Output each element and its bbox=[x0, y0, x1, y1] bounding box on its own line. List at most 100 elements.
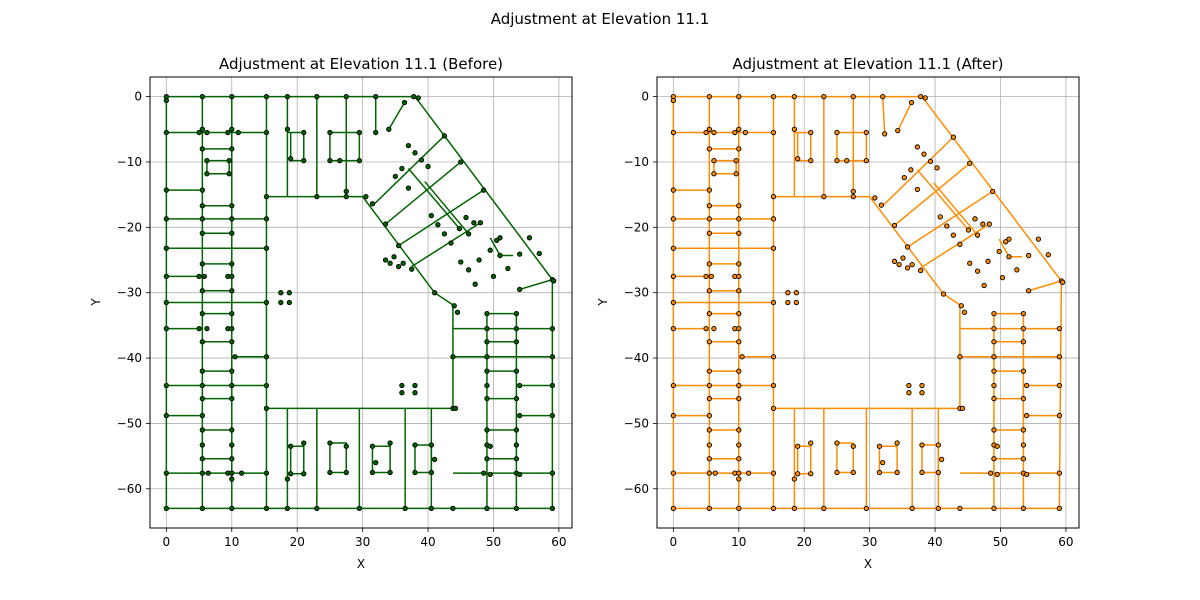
network-node bbox=[225, 129, 231, 136]
network-node bbox=[204, 171, 210, 177]
network-node bbox=[229, 470, 235, 476]
network-node bbox=[409, 266, 415, 272]
network-node bbox=[850, 93, 856, 100]
network-node bbox=[418, 157, 425, 163]
network-node bbox=[821, 505, 827, 512]
network-node bbox=[706, 442, 712, 448]
network-node bbox=[894, 469, 900, 476]
network-node bbox=[481, 187, 487, 193]
network-edge bbox=[519, 278, 553, 291]
network-node bbox=[711, 171, 717, 177]
network-node bbox=[229, 476, 235, 482]
network-node bbox=[935, 505, 941, 512]
network-node bbox=[205, 470, 211, 476]
network-node bbox=[428, 442, 434, 448]
network-node bbox=[226, 158, 232, 164]
network-node bbox=[199, 261, 205, 267]
network-node bbox=[448, 240, 454, 246]
network-node bbox=[900, 255, 906, 261]
x-tick-label: 60 bbox=[1058, 535, 1073, 549]
network-node bbox=[991, 325, 997, 332]
network-node bbox=[896, 261, 902, 268]
network-node bbox=[411, 93, 417, 100]
network-node bbox=[791, 126, 798, 132]
network-node bbox=[450, 354, 456, 360]
network-node bbox=[991, 427, 997, 433]
network-edge bbox=[933, 182, 979, 236]
after-plot-ticks: 0 10 20 30 40 50 60 0 −10 −20 −30 −40 −50 −60 bbox=[624, 90, 1074, 549]
network-node bbox=[163, 412, 170, 419]
network-node bbox=[314, 93, 320, 100]
network-node bbox=[950, 134, 957, 140]
network-node bbox=[387, 469, 393, 476]
network-node bbox=[204, 129, 210, 136]
network-node bbox=[391, 254, 397, 260]
network-node bbox=[229, 382, 235, 389]
network-node bbox=[517, 471, 523, 478]
network-node bbox=[163, 129, 170, 136]
network-node bbox=[906, 382, 912, 389]
network-node bbox=[1003, 239, 1009, 245]
network-node bbox=[517, 286, 523, 293]
network-node bbox=[670, 470, 677, 476]
network-edge bbox=[388, 102, 406, 130]
network-node bbox=[399, 165, 405, 172]
network-node bbox=[513, 310, 520, 317]
network-edge bbox=[329, 131, 361, 162]
network-node bbox=[706, 339, 712, 345]
network-node bbox=[785, 299, 791, 306]
network-node bbox=[908, 99, 915, 106]
network-node bbox=[484, 427, 490, 433]
network-node bbox=[229, 310, 235, 317]
network-node bbox=[909, 261, 915, 268]
network-node bbox=[938, 456, 945, 463]
network-node bbox=[821, 93, 827, 100]
network-node bbox=[703, 325, 709, 332]
network-node bbox=[670, 325, 677, 332]
network-node bbox=[736, 216, 742, 222]
network-edge bbox=[907, 190, 994, 248]
network-node bbox=[456, 225, 463, 232]
network-node bbox=[549, 505, 556, 512]
network-node bbox=[876, 469, 883, 476]
network-node bbox=[199, 505, 205, 512]
network-node bbox=[878, 202, 885, 208]
network-node bbox=[921, 151, 927, 157]
network-node bbox=[1056, 505, 1063, 512]
network-node bbox=[476, 257, 482, 263]
network-node bbox=[199, 230, 205, 236]
network-node bbox=[484, 456, 490, 462]
network-node bbox=[1035, 236, 1042, 242]
network-node bbox=[199, 126, 205, 132]
network-node bbox=[401, 99, 408, 106]
network-node bbox=[199, 288, 205, 294]
network-node bbox=[1059, 279, 1066, 285]
network-node bbox=[484, 395, 490, 402]
network-node bbox=[736, 126, 742, 132]
network-node bbox=[821, 193, 827, 200]
network-node bbox=[1020, 427, 1027, 433]
network-node bbox=[706, 470, 712, 476]
y-tick-label: −60 bbox=[624, 482, 649, 496]
network-node bbox=[356, 158, 363, 164]
network-node bbox=[991, 456, 997, 462]
network-node bbox=[985, 258, 991, 264]
network-node bbox=[1020, 456, 1027, 462]
network-node bbox=[484, 354, 490, 360]
y-tick-label: 0 bbox=[134, 90, 142, 104]
network-node bbox=[927, 158, 934, 164]
network-node bbox=[263, 216, 270, 222]
network-edge bbox=[773, 195, 962, 307]
network-node bbox=[670, 216, 677, 222]
network-node bbox=[736, 368, 742, 374]
network-node bbox=[904, 244, 911, 250]
x-tick-label: 0 bbox=[163, 535, 171, 549]
network-node bbox=[991, 310, 997, 317]
network-node bbox=[288, 156, 294, 162]
network-node bbox=[950, 232, 957, 238]
network-node bbox=[163, 382, 170, 389]
network-node bbox=[991, 505, 997, 512]
network-node bbox=[199, 93, 205, 100]
network-node bbox=[477, 220, 484, 226]
network-node bbox=[369, 443, 376, 449]
